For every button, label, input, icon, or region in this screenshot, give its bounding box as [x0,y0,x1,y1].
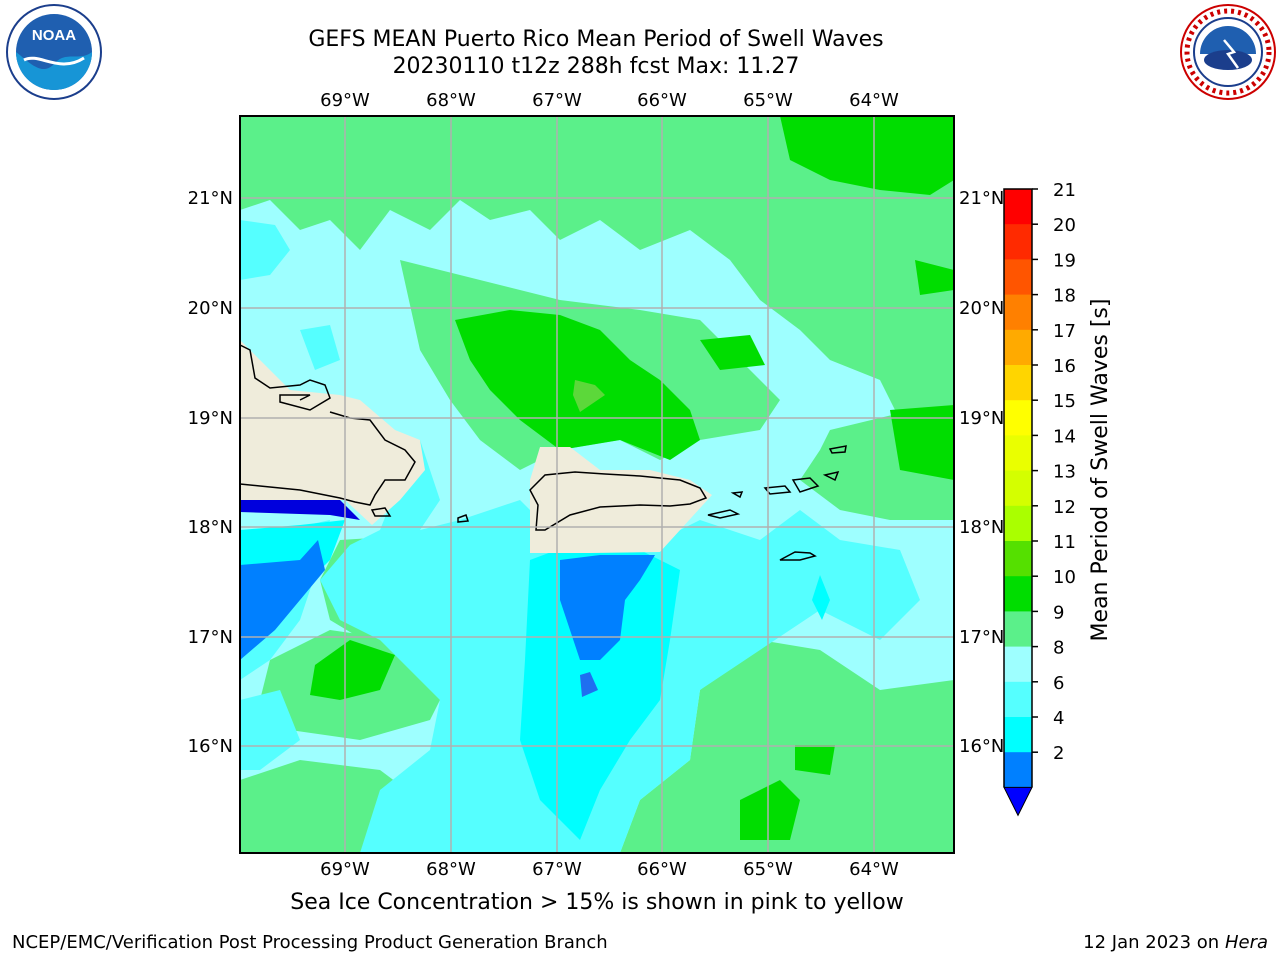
band-2-4 [580,672,598,697]
colorbar-tick-label: 10 [1053,567,1076,588]
colorbar-tick-label: 15 [1053,391,1076,412]
colorbar-tick-label: 9 [1053,602,1064,623]
colorbar-tick-label: 14 [1053,426,1076,447]
chart-subtitle: 20230110 t12z 288h fcst Max: 11.27 [392,54,800,79]
band-6-8 [300,325,340,370]
colorbar-tick-label: 2 [1053,743,1064,764]
lat-label-left: 17°N [188,627,233,648]
colorbar-segment [1004,681,1032,718]
colorbar-segment [1004,646,1032,683]
lat-label-right: 16°N [959,736,1004,757]
colorbar-segment [1004,752,1032,788]
colorbar-segment [1004,505,1032,542]
contour-field [240,116,954,853]
noaa-logo-text: NOAA [32,27,76,44]
colorbar-segment [1004,294,1032,331]
colorbar-segment [1004,189,1032,225]
colorbar-segment [1004,329,1032,366]
band-4-6 [812,575,830,620]
footer-host: Hera [1224,932,1268,953]
colorbar-frame [1003,188,1033,788]
lon-label-bottom: 67°W [532,859,582,880]
colorbar-tick-label: 6 [1053,673,1064,694]
lon-label-bottom: 64°W [849,859,899,880]
colorbar-segment [1004,470,1032,507]
nws-logo [1180,4,1276,100]
noaa-logo: NOAA [6,4,102,100]
band-10-11 [795,745,835,775]
lat-label-right: 19°N [959,408,1004,429]
band-2-4 [560,555,655,660]
colorbar-tick-label: 18 [1053,286,1076,307]
band-2-4 [240,540,325,660]
lat-label-right: 18°N [959,517,1004,538]
lon-label-bottom: 69°W [320,859,370,880]
lon-label-top: 66°W [637,90,687,111]
lon-label-top: 64°W [849,90,899,111]
colorbar-segment [1004,259,1032,296]
lon-label-top: 69°W [320,90,370,111]
sea-ice-caption: Sea Ice Concentration > 15% is shown in … [290,890,904,915]
lat-label-left: 18°N [188,517,233,538]
band-9-10 [240,116,954,420]
axis-labels: 69°W 68°W 67°W 66°W 65°W 64°W 69°W 68°W … [188,90,1005,880]
colorbar-tick-label: 12 [1053,497,1076,518]
colorbar: 21 20 19 18 17 16 15 14 13 12 11 10 9 8 6 4 2 [1003,180,1076,817]
lat-label-left: 21°N [188,188,233,209]
colorbar-segment [1004,717,1032,753]
colorbar-tick-label: 11 [1053,532,1076,553]
band-10-11 [740,780,800,840]
colorbar-label: Mean Period of Swell Waves [s] [1088,299,1113,642]
colorbar-extend-arrow [1003,786,1033,817]
lat-label-right: 20°N [959,298,1004,319]
gridlines [240,116,954,853]
footer-date-text: 12 Jan 2023 on [1083,932,1225,953]
colorbar-segment [1004,576,1032,612]
band-10-11 [700,335,765,370]
colorbar-tick-label: 16 [1053,356,1076,377]
colorbar-tick-label: 21 [1053,180,1076,201]
band-10-11 [573,380,605,412]
band-4-6 [520,545,680,840]
band-10-11 [890,405,954,480]
band-below-2 [240,500,360,520]
lat-label-right: 17°N [959,627,1004,648]
lon-label-top: 65°W [743,90,793,111]
colorbar-segment [1004,400,1032,436]
lat-label-left: 20°N [188,298,233,319]
footer-date: 12 Jan 2023 on Hera [1083,932,1268,953]
colorbar-tick-label: 4 [1053,708,1064,729]
band-6-8 [240,220,290,280]
colorbar-tick-label: 20 [1053,215,1076,236]
map-frame [239,115,955,854]
colorbar-tick-label: 13 [1053,462,1076,483]
lon-label-bottom: 68°W [426,859,476,880]
colorbar-segment [1004,365,1032,401]
band-10-11 [310,640,395,700]
footer-credit: NCEP/EMC/Verification Post Processing Pr… [12,932,608,953]
colorbar-segment [1004,541,1032,577]
lon-label-top: 67°W [532,90,582,111]
lon-label-bottom: 66°W [637,859,687,880]
colorbar-segment [1004,611,1032,648]
lon-label-bottom: 65°W [743,859,793,880]
colorbar-tick-label: 8 [1053,638,1064,659]
colorbar-segment [1004,435,1032,472]
lat-label-left: 19°N [188,408,233,429]
coastlines [239,344,847,561]
lon-label-top: 68°W [426,90,476,111]
band-10-11 [915,260,954,295]
colorbar-tick-label: 17 [1053,321,1076,342]
band-10-11 [780,116,954,195]
colorbar-segment [1004,224,1032,260]
chart-title: GEFS MEAN Puerto Rico Mean Period of Swe… [308,27,884,52]
lat-label-right: 21°N [959,188,1004,209]
band-6-8 [240,690,300,770]
lat-label-left: 16°N [188,736,233,757]
colorbar-tick-label: 19 [1053,250,1076,271]
